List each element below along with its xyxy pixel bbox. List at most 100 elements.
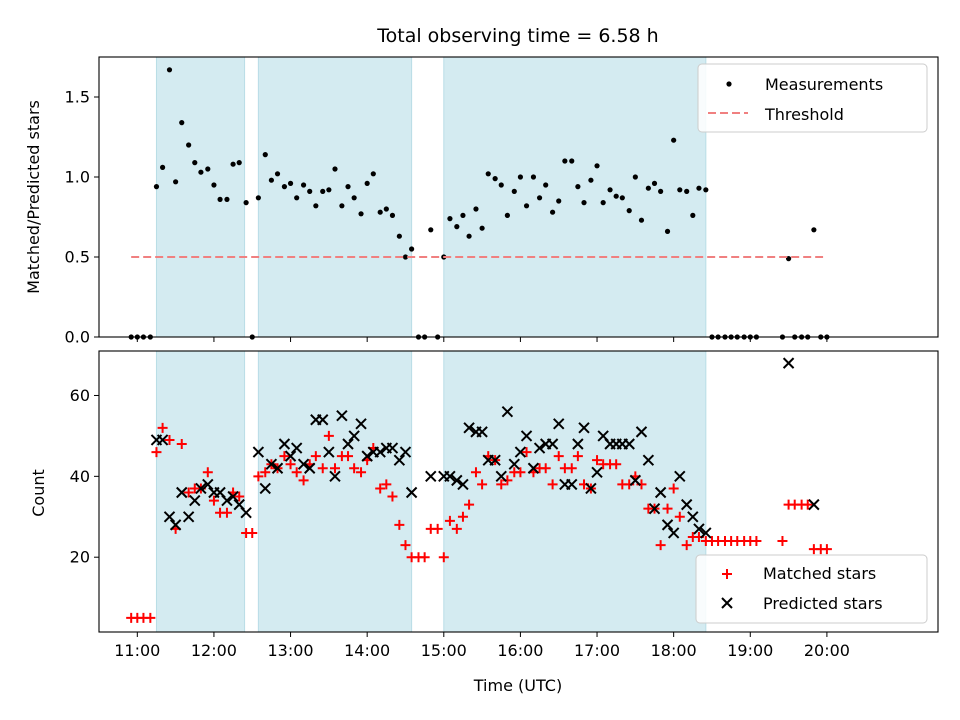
matched-stars-point — [394, 519, 405, 530]
predicted-stars-point — [361, 450, 373, 462]
predicted-stars-point — [642, 454, 655, 466]
measurement-point — [186, 142, 192, 148]
measurement-point — [517, 174, 524, 180]
matched-stars-point — [176, 438, 187, 449]
matched-stars-point — [572, 451, 583, 462]
predicted-stars-point — [271, 462, 284, 474]
matched-stars-point — [477, 479, 488, 490]
matched-stars-point — [592, 455, 603, 466]
measurement-point — [632, 174, 638, 180]
matched-stars-point — [821, 544, 832, 555]
measurement-point — [179, 120, 185, 126]
measurement-point — [205, 166, 211, 172]
measurement-point — [690, 212, 696, 218]
predicted-stars-point — [156, 434, 169, 446]
measurement-point — [651, 180, 658, 186]
measurement-point — [658, 188, 664, 194]
legend-label-predicted: Predicted stars — [763, 594, 883, 613]
matched-stars-point — [432, 523, 443, 534]
x-tick-label-1: 12:00 — [191, 641, 237, 660]
matched-stars-point — [285, 459, 296, 470]
predicted-stars-point — [648, 502, 661, 515]
measurement-point — [664, 228, 671, 234]
x-axis-label: Time (UTC) — [473, 676, 562, 695]
matched-stars-point — [553, 451, 564, 462]
measurement-point — [313, 203, 319, 209]
measurement-point — [747, 334, 753, 340]
predicted-stars-point — [693, 523, 705, 535]
predicted-stars-point — [444, 470, 456, 483]
matched-stars-point — [674, 511, 685, 522]
predicted-stars-point — [176, 486, 188, 499]
matched-stars-point — [451, 523, 462, 534]
predicted-stars-point — [189, 494, 201, 507]
y-axis-label-bottom: Count — [29, 469, 48, 517]
y-tick-label-bottom-2: 60 — [70, 386, 90, 405]
matched-stars-point — [356, 467, 367, 478]
matched-stars-point — [611, 459, 622, 470]
measurement-point — [198, 169, 204, 175]
matched-stars-point — [655, 540, 666, 551]
x-tick-label-0: 11:00 — [114, 641, 160, 660]
predicted-stars-point — [680, 498, 693, 511]
measurement-point — [792, 334, 798, 340]
matched-stars-point — [298, 475, 309, 486]
predicted-stars-point — [501, 405, 514, 418]
measurement-point — [722, 334, 728, 340]
predicted-stars-point — [284, 450, 297, 462]
measurement-point — [684, 188, 690, 194]
measurement-point — [607, 187, 613, 193]
measurement-point — [447, 216, 453, 222]
measurement-point — [166, 67, 173, 73]
measurement-point — [274, 171, 281, 177]
y-tick-label-bottom-1: 40 — [70, 467, 90, 486]
shade-layer — [155, 56, 707, 633]
matched-stars-point — [515, 467, 526, 478]
matched-stars-point — [164, 434, 175, 445]
matched-stars-point — [208, 495, 219, 506]
x-tick-label-5: 16:00 — [497, 641, 543, 660]
measurement-point — [626, 208, 632, 214]
shaded-interval-top-2 — [443, 56, 707, 338]
measurement-point — [428, 227, 434, 233]
matched-stars-point — [470, 467, 481, 478]
matched-stars-point — [547, 479, 558, 490]
measurement-point — [454, 224, 460, 230]
measurement-point — [358, 211, 364, 217]
matched-stars-point — [777, 536, 788, 547]
x-tick-label-6: 17:00 — [574, 641, 620, 660]
measurement-point — [536, 195, 543, 201]
measurement-point — [243, 200, 249, 206]
matched-stars-point — [681, 540, 692, 551]
matched-stars-point — [521, 447, 532, 458]
matched-stars-point — [329, 463, 340, 474]
matched-stars-point — [444, 515, 455, 526]
predicted-stars-point — [451, 474, 463, 487]
predicted-stars-point — [687, 511, 699, 523]
measurement-point — [217, 196, 223, 202]
measurement-point — [709, 334, 715, 340]
predicted-stars-point — [700, 527, 712, 539]
predicted-stars-point — [808, 498, 820, 511]
predicted-stars-point — [265, 458, 278, 470]
predicted-stars-point — [329, 470, 341, 483]
matched-stars-point — [279, 451, 290, 462]
matched-stars-point — [375, 483, 386, 494]
predicted-stars-point — [520, 430, 533, 442]
measurement-point — [377, 209, 383, 215]
measurement-point — [785, 256, 792, 262]
measurement-point — [345, 184, 351, 190]
predicted-stars-point — [553, 418, 565, 430]
y-tick-label-top-3: 1.5 — [65, 88, 90, 107]
measurement-point — [294, 195, 300, 201]
predicted-stars-point — [317, 414, 329, 426]
predicted-stars-point — [566, 478, 578, 491]
predicted-stars-point — [259, 482, 271, 495]
predicted-stars-point — [457, 478, 469, 491]
predicted-stars-point — [661, 519, 674, 531]
predicted-stars-point — [393, 454, 406, 466]
measurement-point — [466, 233, 472, 239]
measurement-point — [173, 179, 179, 185]
measurement-point — [671, 137, 677, 143]
